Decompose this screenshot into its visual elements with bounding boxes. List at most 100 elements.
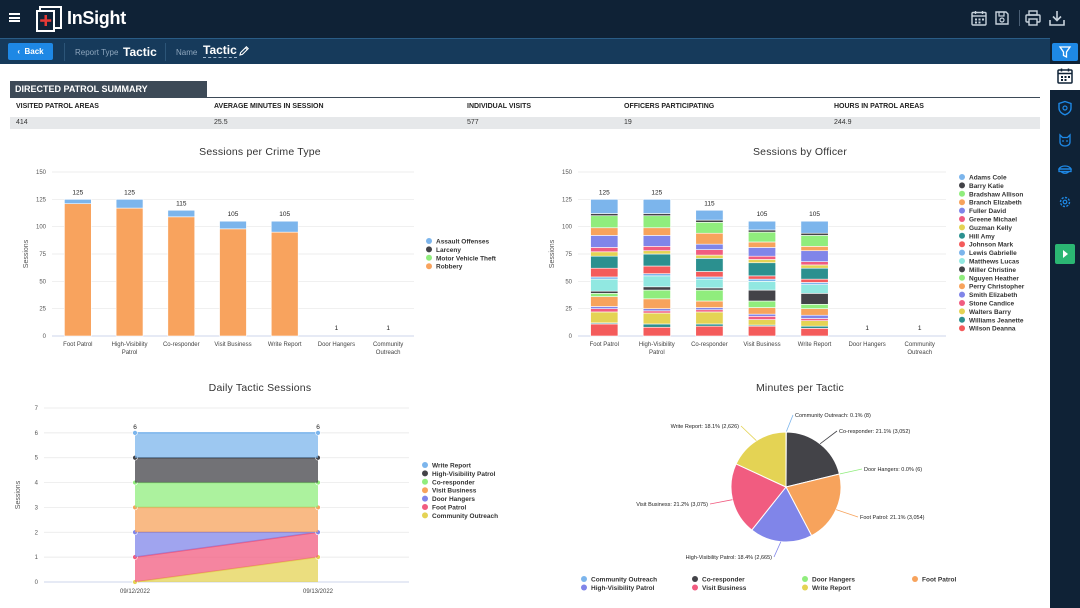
y-tick-label: 1: [35, 555, 39, 561]
legend-label: Johnson Mark: [969, 242, 1013, 249]
y-axis-label: Sessions: [549, 239, 556, 268]
legend-label: Guzman Kelly: [969, 225, 1012, 232]
legend-label: Community Outreach: [591, 577, 657, 584]
x-tick-label: 09/13/2022: [303, 589, 334, 595]
gear-icon[interactable]: [1057, 194, 1073, 210]
chart-title: Sessions by Officer: [752, 146, 848, 158]
legend-marker: [959, 224, 965, 231]
filter-button[interactable]: [1052, 43, 1078, 61]
bar-segment: [270, 231, 299, 337]
legend-label: Walters Barry: [969, 309, 1011, 316]
bar-segment: [590, 215, 619, 229]
bar-segment: [270, 220, 299, 233]
y-tick-label: 4: [35, 481, 39, 487]
pie-data-label: Visit Business: 21.2% (3,075): [636, 502, 708, 508]
y-tick-label: 100: [36, 225, 47, 231]
summary-header: INDIVIDUAL VISITS: [467, 103, 532, 110]
x-tick-label: Co-responder: [691, 342, 728, 348]
bar-segment: [642, 215, 671, 229]
name-label: Name: [176, 48, 198, 57]
shield-icon[interactable]: [1057, 100, 1073, 116]
bar-segment: [642, 273, 671, 277]
app-name: InSight: [67, 8, 126, 28]
legend-label: Assault Offenses: [436, 239, 489, 246]
area-band: [135, 532, 318, 582]
x-tick-label: Community Outreach: [373, 342, 403, 356]
bar-segment: [590, 311, 619, 324]
bar-total-label: 105: [809, 211, 820, 218]
bar-segment: [695, 325, 724, 337]
legend-marker: [912, 576, 918, 582]
legend-label: Stone Candice: [969, 301, 1015, 308]
x-tick-label: Community Outreach: [905, 342, 935, 356]
back-button-label: Back: [24, 47, 44, 56]
bar-segment: [695, 289, 724, 302]
bar-segment: [642, 326, 671, 337]
bar-segment: [800, 325, 829, 329]
bar-total-label: 105: [279, 211, 290, 218]
legend-label: Motor Vehicle Theft: [436, 255, 497, 262]
legend-label: High-Visibility Patrol: [591, 585, 655, 592]
x-tick-label: High-Visibility Patrol: [112, 342, 148, 356]
legend-marker: [422, 470, 428, 477]
bar-segment: [748, 255, 776, 260]
bar-segment: [642, 235, 671, 247]
x-tick-label: Write Report: [268, 342, 302, 348]
download-icon[interactable]: [1048, 9, 1066, 27]
header-divider: [64, 43, 65, 61]
play-icon: [1063, 250, 1068, 258]
bar-segment: [800, 232, 829, 236]
bar-segment: [800, 328, 829, 337]
legend-marker: [959, 258, 965, 264]
y-tick-label: 150: [562, 170, 573, 176]
legend-marker: [422, 512, 428, 519]
legend-label: Greene Michael: [969, 217, 1017, 224]
bar-segment: [642, 286, 671, 291]
legend-marker: [959, 190, 965, 197]
legend-label: Visit Business: [432, 488, 477, 495]
x-tick-label: Visit Business: [214, 342, 251, 348]
bar-segment: [590, 199, 619, 214]
legend-label: Lewis Gabrielle: [969, 250, 1017, 257]
hamburger-icon[interactable]: [9, 13, 20, 22]
bar-segment: [590, 293, 619, 297]
legend-label: Community Outreach: [432, 513, 498, 520]
legend-label: Robbery: [436, 264, 463, 271]
bar-segment: [219, 228, 247, 337]
save-icon[interactable]: [993, 9, 1011, 27]
legend-label: Branch Elizabeth: [969, 200, 1022, 207]
report-name-field[interactable]: Tactic: [203, 43, 237, 58]
x-tick-label: Foot Patrol: [63, 342, 92, 348]
bar-segment: [115, 207, 144, 337]
bar-segment: [748, 262, 776, 277]
pencil-icon[interactable]: [238, 45, 250, 57]
bar-segment: [167, 216, 196, 337]
bar-segment: [590, 276, 619, 280]
officer-cap-icon[interactable]: [1057, 162, 1073, 178]
legend-label: Larceny: [436, 247, 461, 254]
legend-marker: [959, 174, 965, 180]
bar-segment: [695, 300, 724, 308]
expand-panel-button[interactable]: [1055, 244, 1075, 264]
pie-connector: [819, 430, 838, 445]
calendar-icon[interactable]: [970, 9, 988, 27]
calendar-panel-button[interactable]: [1050, 64, 1080, 90]
x-tick-label: Door Hangers: [318, 342, 355, 348]
y-tick-label: 0: [43, 334, 47, 340]
y-tick-label: 0: [569, 334, 573, 340]
y-tick-label: 0: [35, 580, 39, 586]
calendar-icon: [1057, 68, 1073, 84]
print-icon[interactable]: [1024, 9, 1042, 27]
bar-segment: [642, 250, 671, 255]
cat-icon[interactable]: [1057, 132, 1073, 148]
legend-label: Co-responder: [432, 479, 475, 486]
bar-segment: [590, 227, 619, 236]
back-button[interactable]: ‹ Back: [8, 43, 53, 60]
top-bar: InSight: [0, 0, 1080, 38]
chart-title: Minutes per Tactic: [755, 382, 845, 394]
legend-marker: [581, 584, 587, 591]
legend-label: Williams Jeanette: [969, 317, 1024, 324]
bar-total-label: 125: [651, 189, 662, 196]
summary-title: DIRECTED PATROL SUMMARY: [10, 81, 207, 97]
bar-segment: [642, 275, 671, 288]
